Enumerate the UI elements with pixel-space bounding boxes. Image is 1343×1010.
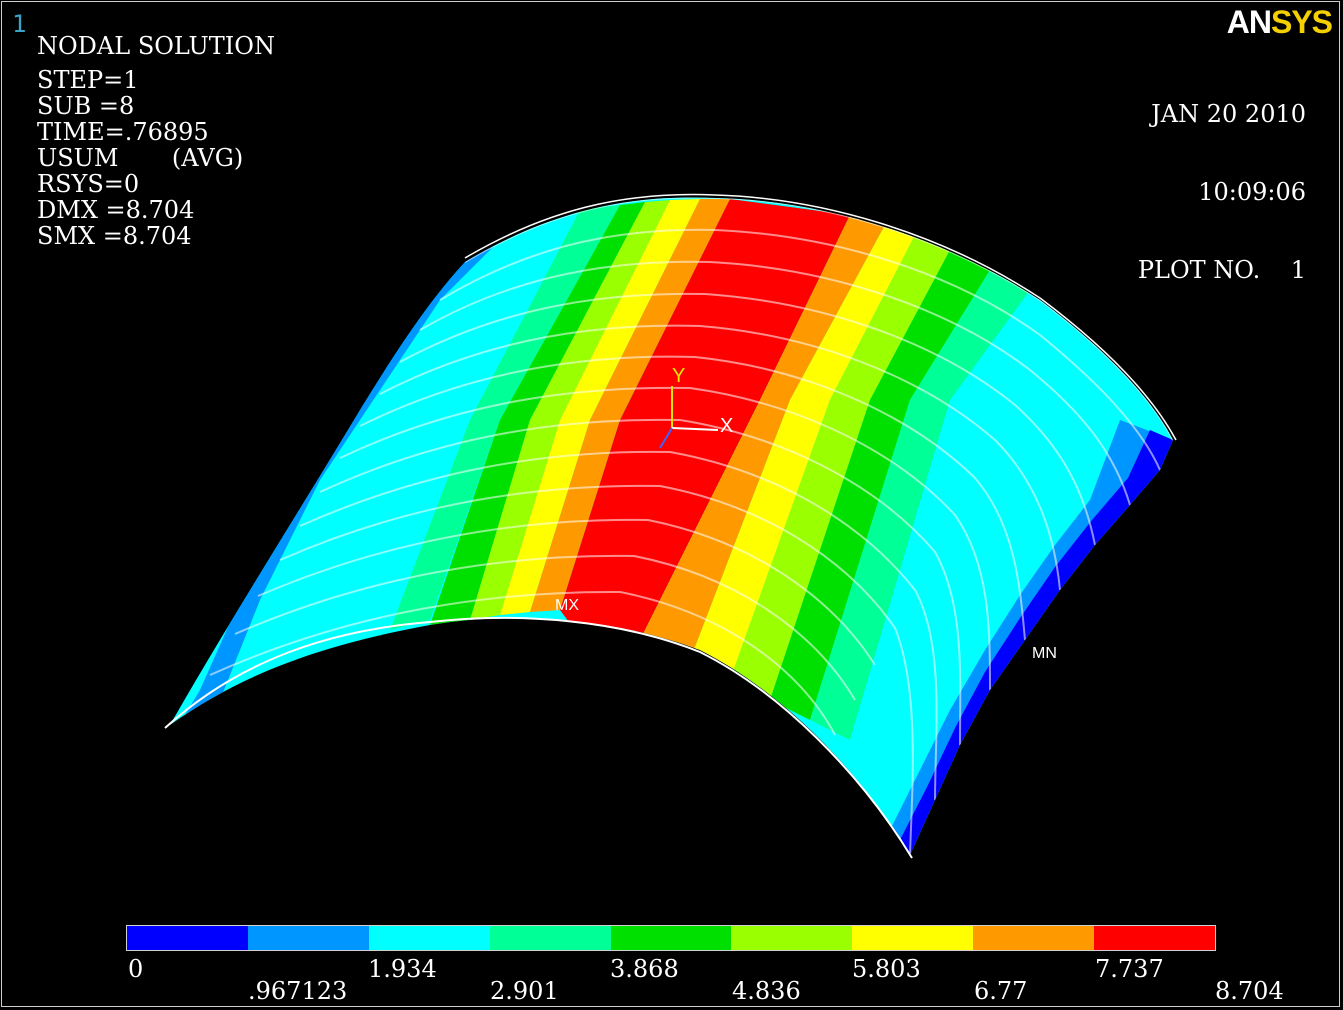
info-rsys: RSYS=0 [37,170,140,198]
legend-label-2901: 2.901 [490,977,559,1005]
legend-label-0967: .967123 [248,977,348,1005]
legend-swatch-8 [1094,926,1216,950]
legend-label-677: 6.77 [974,977,1028,1005]
legend-swatch-7 [973,926,1095,950]
min-marker-label: MN [1032,645,1057,662]
window-number: 1 [12,10,27,38]
shell-surface [170,197,1173,856]
band-green-right [770,250,990,720]
legend-label-3868: 3.868 [610,955,679,983]
stamp-time: 10:09:06 [1198,178,1306,206]
info-step: STEP=1 [37,66,139,94]
plot-stamp: JAN 20 2010 10:09:06 PLOT NO. 1 [1138,49,1306,309]
stamp-date: JAN 20 2010 [1151,100,1306,128]
band-yellow-green-right [730,235,950,700]
band-orange-left [530,199,730,612]
band-aqua-green-right [810,270,1030,740]
triad-y-label: Y [672,365,685,387]
legend-swatch-5 [731,926,853,950]
band-yellow-right [690,225,915,680]
corrugation-ridges [209,197,1173,856]
logo-sys: SYS [1270,4,1333,40]
undeformed-top-outline [464,193,1177,441]
info-smx: SMX =8.704 [37,222,192,250]
info-usum: USUM (AVG) [37,144,244,172]
legend-swatch-3 [489,926,611,950]
legend-swatch-2 [368,926,490,950]
band-green-left [430,202,645,625]
info-sub: SUB =8 [37,92,135,120]
undeformed-edge-outline [164,617,913,859]
band-yellow-left [500,199,700,615]
triad-x-label: X [720,415,733,437]
legend-label-0: 0 [128,955,144,983]
legend-label-1934: 1.934 [368,955,437,983]
legend-swatch-4 [610,926,732,950]
contour-legend [126,925,1216,951]
info-title: NODAL SOLUTION [37,32,275,60]
triad-z-axis [659,427,673,449]
triad-x-axis [671,427,719,431]
logo-an: AN [1226,4,1272,40]
info-dmx: DMX =8.704 [37,196,195,224]
legend-label-8704: 8.704 [1215,977,1284,1005]
band-yellow-green-left [470,200,670,620]
band-blue-right [900,430,1173,855]
info-time: TIME=.76895 [37,118,209,146]
max-marker-label: MX [555,597,579,614]
legend-label-5803: 5.803 [852,955,921,983]
band-aqua-green-left [390,205,620,630]
legend-swatch-1 [247,926,369,950]
legend-swatch-6 [852,926,974,950]
band-light-blue-left [170,240,500,750]
stamp-plot-no: PLOT NO. 1 [1137,256,1306,284]
legend-swatch-0 [127,926,248,950]
legend-label-7737: 7.737 [1095,955,1164,983]
band-orange-right [640,215,885,660]
legend-label-4836: 4.836 [732,977,801,1005]
solution-info: NODAL SOLUTION STEP=1 SUB =8 TIME=.76895… [37,33,275,249]
ansys-logo: ANSYS [1226,4,1333,41]
coordinate-triad: Y X [659,365,733,449]
